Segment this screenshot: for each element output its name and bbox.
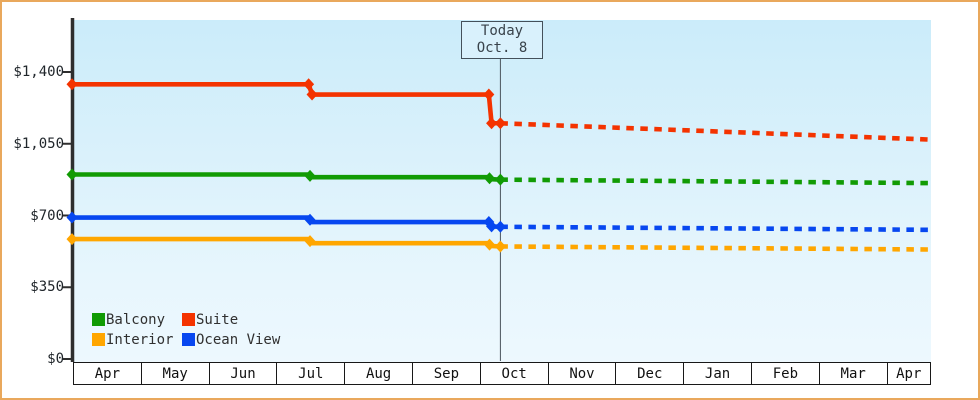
month-cell-nov-7: Nov [549, 363, 617, 384]
y-axis-label-350: $350 [30, 279, 64, 296]
month-cell-feb-10: Feb [752, 363, 820, 384]
legend-label-interior: Interior [106, 331, 174, 348]
month-cell-oct-6: Oct [481, 363, 549, 384]
month-cell-mar-11: Mar [820, 363, 888, 384]
legend: Balcony Suite Interior Ocean View [92, 310, 280, 349]
y-axis-label-1050: $1,050 [13, 135, 64, 152]
legend-swatch-ocean-view [182, 333, 195, 346]
y-axis-label-700: $700 [30, 207, 64, 224]
month-cell-aug-4: Aug [345, 363, 413, 384]
legend-label-balcony: Balcony [106, 311, 166, 328]
legend-item-interior: Interior [92, 330, 182, 349]
y-axis-labels: $1,400 $1,050 $700 $350 $0 [2, 2, 64, 398]
legend-item-balcony: Balcony [92, 310, 182, 329]
legend-item-ocean-view: Ocean View [182, 330, 280, 349]
legend-swatch-suite [182, 313, 195, 326]
legend-swatch-balcony [92, 313, 105, 326]
month-cell-may-1: May [142, 363, 210, 384]
today-date: Oct. 8 [476, 40, 528, 56]
legend-item-suite: Suite [182, 310, 280, 329]
y-axis-label-0: $0 [47, 351, 64, 367]
month-cell-dec-8: Dec [616, 363, 685, 384]
legend-label-suite: Suite [196, 311, 239, 328]
legend-swatch-interior [92, 333, 105, 346]
month-cell-apr-0: Apr [74, 363, 142, 384]
month-cell-jun-2: Jun [210, 363, 278, 384]
today-marker-box: Today Oct. 8 [461, 21, 543, 59]
y-axis-label-1400: $1,400 [13, 64, 64, 80]
today-label: Today [480, 23, 524, 39]
month-cell-apr-12: Apr [896, 365, 922, 382]
month-cell-jan-9: Jan [684, 363, 752, 384]
plot-area-background [74, 20, 931, 362]
month-cell-jul-3: Jul [277, 363, 346, 384]
legend-label-ocean-view: Ocean View [196, 331, 281, 348]
month-cell-sep-5: Sep [413, 363, 481, 384]
x-axis-month-row: Apr May Jun Jul Aug Sep Oct Nov Dec Jan Feb Mar Apr [73, 362, 931, 385]
